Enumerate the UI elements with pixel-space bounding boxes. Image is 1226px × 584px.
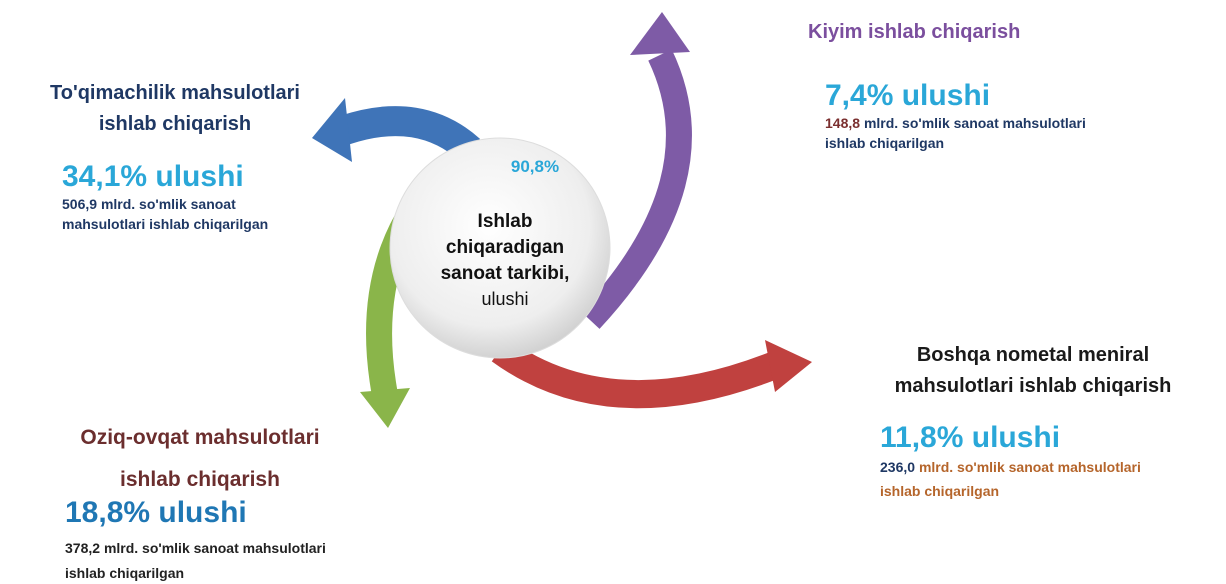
section-title: Boshqa nometal meniral	[916, 344, 1150, 366]
blue-arrow	[340, 106, 481, 162]
section: Boshqa nometal meniral mahsulotlari ishl…	[840, 340, 1226, 402]
purple-arrow	[580, 49, 692, 329]
section-title: Oziq-ovqat mahsulotlari	[80, 426, 320, 449]
section: Kiyim ishlab chiqarish	[808, 17, 1020, 48]
center-label: chiqaradigan	[446, 237, 564, 258]
amount: 506,9	[62, 196, 98, 212]
section-title: mahsulotlari ishlab chiqarish	[894, 375, 1172, 397]
section: 34,1% ulushi 506,9 mlrd. so'mlik sanoat …	[62, 160, 292, 234]
red-arrow	[491, 338, 781, 409]
center-label: sanoat tarkibi,	[441, 263, 570, 284]
green-arrow-head	[360, 388, 410, 428]
share: 7,4% ulushi	[825, 79, 991, 112]
section: Oziq-ovqat mahsulotlari ishlab chiqarish	[30, 417, 370, 501]
detail: mlrd. so'mlik sanoat mahsulotlari ishlab…	[65, 540, 326, 581]
center-value: 90,8%	[511, 157, 559, 176]
amount: 236,0	[880, 459, 916, 475]
center-label: Ishlab	[478, 211, 533, 232]
share: 11,8% ulushi	[880, 421, 1061, 454]
amount: 378,2	[65, 540, 101, 556]
share: 18,8% ulushi	[65, 496, 247, 529]
blue-arrow-head	[312, 98, 352, 162]
section-title: Kiyim ishlab chiqarish	[808, 21, 1021, 43]
center-label: ulushi	[481, 289, 528, 309]
purple-arrow-head	[630, 12, 690, 55]
detail: mlrd. so'mlik sanoat mahsulotlari ishlab…	[825, 115, 1086, 151]
center-circle	[389, 137, 611, 359]
red-arrow-head	[765, 340, 812, 392]
section: To'qimachilik mahsulotlari ishlab chiqar…	[10, 78, 340, 140]
detail: mlrd. so'mlik sanoat mahsulotlari ishlab…	[880, 459, 1141, 499]
share: 34,1% ulushi	[62, 160, 244, 193]
section-title: ishlab chiqarish	[98, 113, 252, 135]
amount: 148,8	[825, 115, 861, 131]
section-title: ishlab chiqarish	[120, 468, 280, 491]
section: 11,8% ulushi 236,0 mlrd. so'mlik sanoat …	[880, 421, 1180, 503]
section: 7,4% ulushi 148,8 mlrd. so'mlik sanoat m…	[825, 79, 1125, 153]
section: 18,8% ulushi 378,2 mlrd. so'mlik sanoat …	[65, 496, 355, 584]
detail: mlrd. so'mlik sanoat mahsulotlari ishlab…	[62, 196, 269, 232]
section-title: To'qimachilik mahsulotlari	[50, 82, 300, 104]
